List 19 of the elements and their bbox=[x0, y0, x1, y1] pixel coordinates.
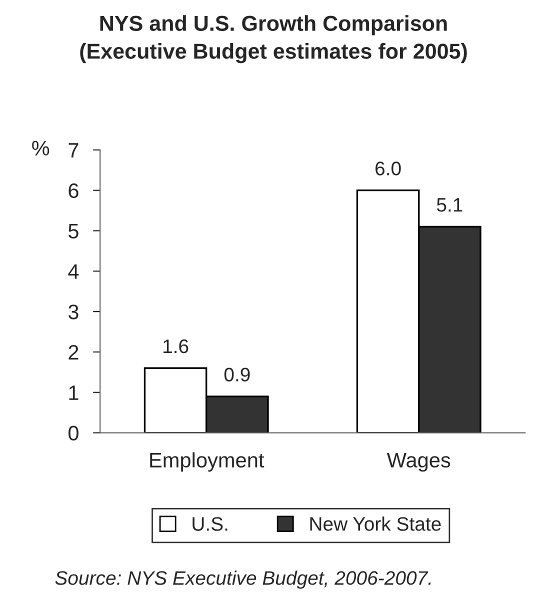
data-label: 6.0 bbox=[376, 162, 401, 176]
x-tick-label: Employment bbox=[150, 452, 264, 472]
x-tick-label: Wages bbox=[386, 453, 450, 472]
legend-label: New York State bbox=[310, 516, 441, 531]
y-tick-label: 3 bbox=[68, 304, 78, 320]
data-label: 1.6 bbox=[164, 339, 188, 354]
source-note: Source: NYS Executive Budget, 2006-2007. bbox=[55, 570, 431, 589]
y-axis-title: % bbox=[32, 140, 50, 156]
y-tick-label: 6 bbox=[68, 183, 78, 198]
y-tick-label: 7 bbox=[68, 143, 78, 158]
y-tick-label: 2 bbox=[68, 344, 78, 360]
data-label: 0.9 bbox=[224, 368, 250, 382]
data-label: 5.1 bbox=[436, 198, 462, 212]
chart-title: NYS and U.S. Growth Comparison (Executive Budget estimates for 2005) bbox=[80, 15, 467, 64]
y-tick-label: 5 bbox=[68, 224, 78, 238]
y-tick-label: 0 bbox=[68, 426, 78, 441]
y-tick-label: 1 bbox=[69, 386, 78, 400]
legend-label: U.S. bbox=[192, 517, 228, 531]
y-tick-label: 4 bbox=[68, 264, 79, 279]
